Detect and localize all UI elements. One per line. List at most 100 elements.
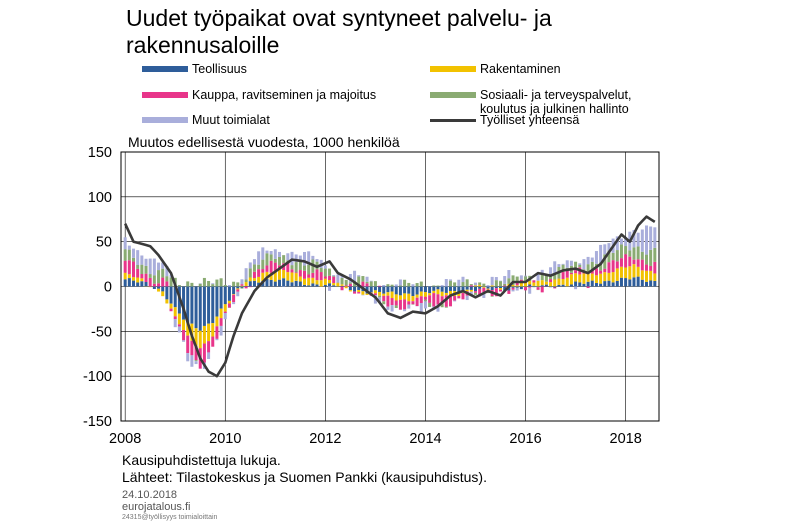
bar-muut [132,248,136,258]
bar-rakentaminen [348,290,352,292]
bar-muut [294,254,298,263]
bar-muut [398,279,402,286]
site-name: eurojatalous.fi [122,501,191,513]
bar-muut [303,251,307,266]
bar-teollisuus [632,277,636,287]
bar-kauppa [590,270,594,274]
bar-kauppa [478,288,482,297]
bar-sosiaali [169,277,173,287]
bar-teollisuus [369,286,373,293]
bar-rakentaminen [599,273,603,284]
bar-kauppa [165,281,169,287]
bar-muut [277,251,281,257]
bar-teollisuus [499,286,503,289]
bar-sosiaali [382,301,386,305]
bar-rakentaminen [582,273,586,284]
bar-kauppa [565,270,569,278]
bar-muut [469,291,473,296]
bar-kauppa [144,273,148,283]
bar-teollisuus [603,281,607,287]
legend-label-rakentaminen: Rakentaminen [480,62,561,76]
bar-muut [411,284,415,287]
bar-muut [473,282,477,286]
bar-rakentaminen [394,294,398,301]
bar-muut [223,312,227,320]
bar-rakentaminen [344,286,348,289]
legend-item-tyolliset: Työlliset yhteensä [430,113,579,127]
bar-teollisuus [594,282,598,287]
bar-muut [440,285,444,287]
bar-kauppa [252,271,256,279]
bar-sosiaali [123,249,127,261]
bar-teollisuus [494,286,498,289]
bar-teollisuus [436,286,440,290]
bar-sosiaali [473,292,477,295]
bar-sosiaali [607,250,611,263]
y-tick-label: -100 [83,369,112,385]
bar-sosiaali [428,302,432,307]
bar-kauppa [340,286,344,291]
legend-label-teollisuus: Teollisuus [192,62,247,76]
bar-rakentaminen [182,319,186,330]
bar-kauppa [382,295,386,302]
bar-muut [353,270,357,282]
bar-rakentaminen [265,271,269,279]
bar-muut [561,263,565,265]
x-tick-label: 2010 [209,431,241,447]
bar-kauppa [273,262,277,272]
bar-sosiaali [524,276,528,281]
bar-kauppa [169,308,173,312]
bar-kauppa [328,275,332,280]
legend-swatch-sosiaali [430,92,476,98]
legend-swatch-rakentaminen [430,66,476,72]
bar-rakentaminen [244,282,248,286]
bar-muut [257,251,261,265]
bar-rakentaminen [207,323,211,342]
bar-muut [236,291,240,297]
bar-rakentaminen [611,272,615,283]
bar-rakentaminen [465,289,469,292]
bar-kauppa [607,262,611,273]
bar-muut [524,275,528,277]
bar-sosiaali [511,275,515,285]
bar-teollisuus [378,286,382,292]
bar-muut [557,264,561,267]
bar-muut [240,279,244,285]
bar-rakentaminen [361,291,365,295]
bar-rakentaminen [123,272,127,280]
legend-swatch-tyolliset [430,119,476,122]
bar-muut [365,276,369,282]
bar-teollisuus [236,286,240,289]
bar-teollisuus [132,280,136,287]
bar-rakentaminen [407,293,411,302]
bar-rakentaminen [649,270,653,281]
bar-teollisuus [373,286,377,291]
bar-rakentaminen [390,291,394,299]
bar-teollisuus [469,286,473,290]
bar-sosiaali [294,262,298,273]
bar-muut [653,227,657,248]
bar-teollisuus [628,279,632,287]
bar-muut [615,236,619,251]
bar-rakentaminen [444,292,448,296]
bar-rakentaminen [169,303,173,309]
bar-muut [590,257,594,262]
bar-muut [136,250,140,265]
bar-muut [227,285,231,287]
bar-rakentaminen [161,291,165,297]
bar-muut [177,326,181,333]
bar-muut [624,236,628,247]
bar-rakentaminen [269,272,273,280]
x-tick-label: 2016 [509,431,541,447]
bar-sosiaali [282,255,286,264]
bar-teollisuus [432,286,436,291]
bar-kauppa [157,283,161,287]
bar-rakentaminen [440,291,444,297]
bar-sosiaali [461,282,465,287]
bar-sosiaali [232,281,236,287]
bar-muut [307,251,311,265]
bar-kauppa [549,279,553,283]
bar-rakentaminen [211,323,215,337]
bar-teollisuus [582,283,586,287]
bar-muut [453,300,457,302]
